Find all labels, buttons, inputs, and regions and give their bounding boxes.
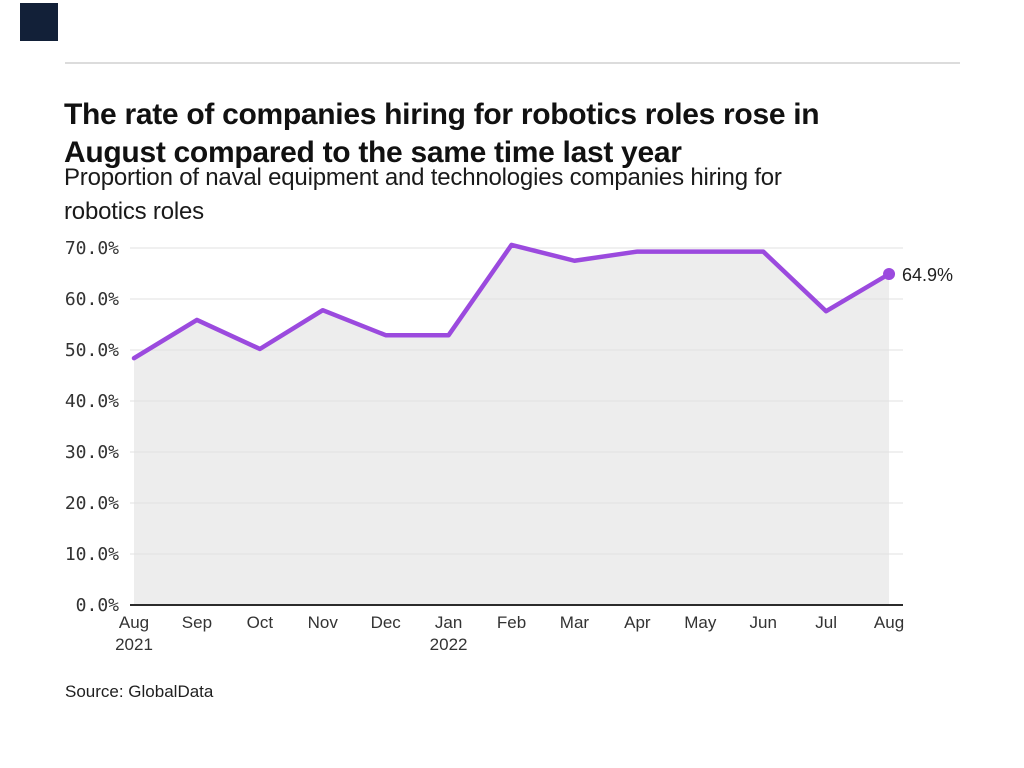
y-tick-label: 60.0% bbox=[65, 289, 119, 310]
brand-logo-square bbox=[20, 3, 58, 41]
end-point-marker bbox=[883, 268, 896, 281]
page-subtitle: Proportion of naval equipment and techno… bbox=[64, 164, 782, 225]
y-tick-label: 30.0% bbox=[65, 442, 119, 463]
page-title: The rate of companies hiring for robotic… bbox=[64, 98, 820, 170]
x-tick-label: Aug bbox=[874, 613, 904, 632]
x-tick-label: Mar bbox=[560, 613, 590, 632]
y-tick-label: 0.0% bbox=[76, 595, 120, 616]
y-tick-label: 70.0% bbox=[65, 238, 119, 259]
end-value-label: 64.9% bbox=[902, 265, 953, 285]
x-tick-label: May bbox=[684, 613, 717, 632]
x-tick-year-label: 2022 bbox=[430, 635, 468, 654]
x-tick-label: Nov bbox=[308, 613, 339, 632]
x-tick-label: Apr bbox=[624, 613, 651, 632]
x-tick-label: Jan bbox=[435, 613, 462, 632]
header-divider bbox=[65, 62, 960, 64]
source-note: Source: GlobalData bbox=[65, 682, 214, 701]
x-tick-label: Sep bbox=[182, 613, 212, 632]
x-tick-label: Dec bbox=[371, 613, 402, 632]
y-tick-label: 10.0% bbox=[65, 544, 119, 565]
y-tick-label: 40.0% bbox=[65, 391, 119, 412]
x-tick-label: Jun bbox=[749, 613, 776, 632]
data-line bbox=[131, 242, 892, 361]
x-tick-label: Jul bbox=[815, 613, 837, 632]
y-tick-label: 20.0% bbox=[65, 493, 119, 514]
x-tick-label: Oct bbox=[247, 613, 274, 632]
x-tick-label: Aug bbox=[119, 613, 149, 632]
x-tick-label: Feb bbox=[497, 613, 526, 632]
y-tick-label: 50.0% bbox=[65, 340, 119, 361]
area-fill bbox=[134, 244, 890, 605]
x-tick-year-label: 2021 bbox=[115, 635, 153, 654]
